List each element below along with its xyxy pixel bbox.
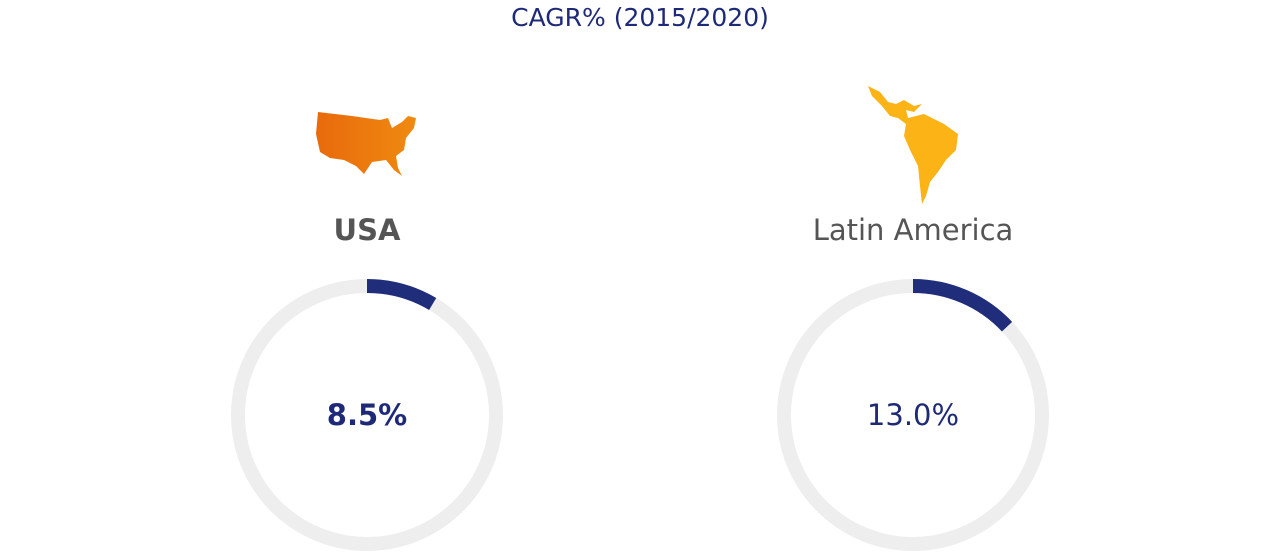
value-label: 8.5% <box>327 398 407 432</box>
category-label: USA <box>334 213 401 247</box>
value-label: 13.0% <box>867 398 959 432</box>
latin-america-map-icon <box>868 86 958 204</box>
chart-title: CAGR% (2015/2020) <box>511 3 769 32</box>
gauge-arc <box>366 279 437 311</box>
gauge-arc <box>912 279 1013 332</box>
usa-map-icon <box>316 112 416 176</box>
category-label: Latin America <box>813 213 1014 247</box>
